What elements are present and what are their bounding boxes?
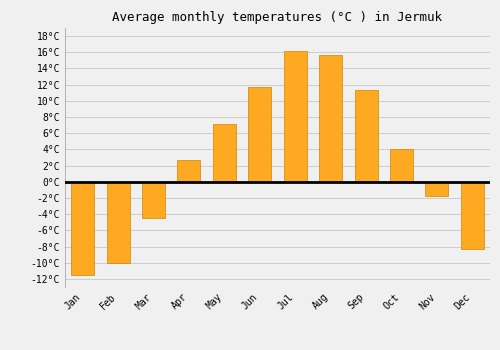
Bar xyxy=(142,182,165,218)
Bar xyxy=(213,124,236,182)
Bar xyxy=(461,182,484,249)
Bar xyxy=(354,90,378,182)
Bar xyxy=(248,87,272,182)
Bar xyxy=(319,55,342,182)
Bar xyxy=(426,182,448,196)
Bar xyxy=(390,149,413,182)
Title: Average monthly temperatures (°C ) in Jermuk: Average monthly temperatures (°C ) in Je… xyxy=(112,11,442,24)
Bar xyxy=(178,160,201,182)
Bar xyxy=(71,182,94,275)
Bar xyxy=(284,51,306,182)
Bar xyxy=(106,182,130,263)
